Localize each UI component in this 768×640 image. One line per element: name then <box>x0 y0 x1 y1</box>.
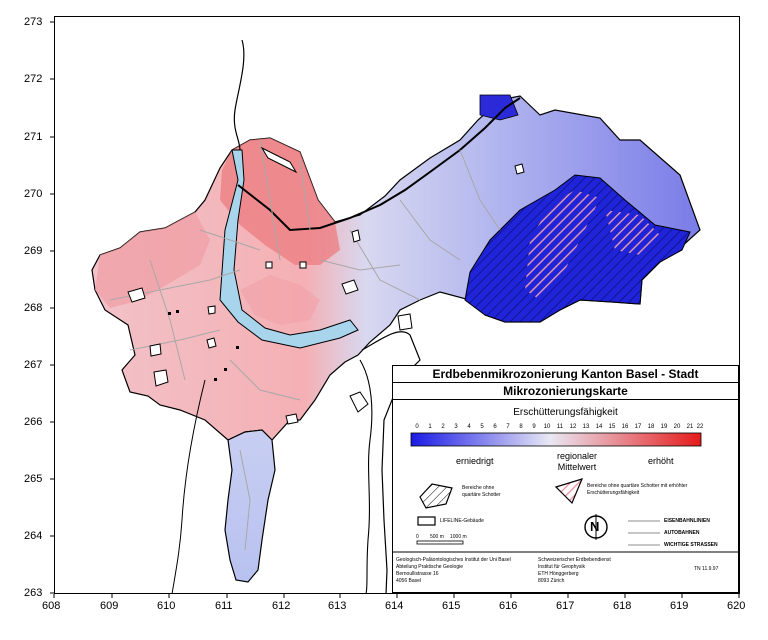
y-tick-label: 273 <box>24 16 43 28</box>
scale-number: 2 <box>441 424 445 430</box>
inst-left-3: Bernoullistrasse 16 <box>396 571 439 577</box>
legend-low-label: erniedrigt <box>456 456 494 466</box>
legend-mid-label-2: Mittelwert <box>557 462 597 472</box>
red-zone-west <box>95 212 210 308</box>
legend-road-3: WICHTIGE STRASSEN <box>664 542 718 548</box>
river-outline-north <box>233 39 245 151</box>
y-tick-label: 271 <box>24 131 43 143</box>
scale-number: 15 <box>608 424 616 430</box>
scale-number: 7 <box>506 424 510 430</box>
scale-label-500: 500 m <box>430 534 444 540</box>
x-tick-label: 608 <box>42 600 61 612</box>
legend-title: Erdbebenmikrozonierung Kanton Basel - St… <box>393 366 738 383</box>
lifeline-buildings <box>127 163 525 425</box>
river-outline-south <box>359 359 373 595</box>
scale-number: 18 <box>647 424 655 430</box>
scale-number: 9 <box>532 424 536 430</box>
lifeline-buildings-filled <box>168 310 239 381</box>
north-arrow-label: N <box>590 519 600 534</box>
scale-number: 6 <box>493 424 497 430</box>
legend-subtitle: Mikrozonierungskarte <box>393 383 738 400</box>
building-north <box>260 146 298 174</box>
inst-right-1: Schweizerischer Erdbebendienst <box>538 557 611 563</box>
doc-ref: TN 11.9.97 <box>694 566 719 572</box>
scale-number: 1 <box>428 424 432 430</box>
scale-number: 13 <box>582 424 590 430</box>
red-zone-north <box>220 138 340 265</box>
x-tick-label: 611 <box>215 600 233 612</box>
x-tick-label: 618 <box>613 600 632 612</box>
legend-hatch-pink-label-2: Erschütterungsfähigkeit <box>587 490 640 496</box>
river-outline-east <box>361 331 421 595</box>
scale-number: 19 <box>660 424 668 430</box>
scale-number: 21 <box>686 424 694 430</box>
y-tick-label: 269 <box>24 245 43 257</box>
x-tick-label: 615 <box>442 600 461 612</box>
hatched-zone-east <box>464 174 691 323</box>
legend-hatch-label-1: Bereiche ohne <box>462 485 495 491</box>
road-network <box>109 139 501 551</box>
inst-right-2: Institut für Geophysik <box>538 564 585 570</box>
scale-number: 11 <box>556 424 564 430</box>
y-tick-label: 268 <box>24 302 43 314</box>
x-tick-label: 619 <box>670 600 689 612</box>
inst-right-3: ETH Hönggerberg <box>538 571 579 577</box>
wiese-river <box>171 379 206 595</box>
south-area <box>224 429 276 583</box>
x-tick-label: 610 <box>157 600 176 612</box>
city-map <box>91 39 701 595</box>
hatched-pink-zone <box>525 190 600 300</box>
scale-label-0: 0 <box>416 534 419 540</box>
legend-hatch-label-2: quartäre Schotter <box>462 492 501 498</box>
scale-title: Erschütterungsfähigkeit <box>513 407 618 418</box>
scale-number: 14 <box>595 424 603 430</box>
legend-hatch-pink-label-1: Bereiche ohne quartäre Schotter mit erhö… <box>587 483 688 489</box>
y-tick-label: 270 <box>24 188 43 200</box>
legend-high-label: erhöht <box>648 456 674 466</box>
y-tick-label: 267 <box>24 359 43 371</box>
x-tick-label: 614 <box>385 600 404 612</box>
inst-left-1: Geologisch-Paläontologisches Institut de… <box>396 557 511 563</box>
y-tick-label: 272 <box>24 73 43 85</box>
scale-number: 12 <box>569 424 577 430</box>
legend-mid-label-1: regionaler <box>556 451 598 461</box>
x-tick-label: 620 <box>727 600 746 612</box>
legend-road-2: AUTOBAHNEN <box>664 530 700 536</box>
scale-number: 16 <box>621 424 629 430</box>
red-zone-center <box>240 275 320 325</box>
legend-lifeline-label: LIFELINE-Gebäude <box>440 518 484 524</box>
scale-number: 10 <box>543 424 551 430</box>
x-tick-label: 617 <box>556 600 575 612</box>
y-tick-label: 264 <box>24 530 43 542</box>
y-tick-label: 265 <box>24 473 43 485</box>
x-tick-label: 612 <box>272 600 291 612</box>
building-east-bank <box>397 313 413 331</box>
scale-number: 20 <box>673 424 681 430</box>
scale-number: 5 <box>480 424 484 430</box>
scale-number: 3 <box>454 424 458 430</box>
scale-label-1000: 1000 m <box>450 534 467 540</box>
scale-number: 0 <box>415 424 419 430</box>
blue-zone-northeast <box>479 94 519 121</box>
x-tick-label: 613 <box>328 600 347 612</box>
river-rhine <box>219 149 359 349</box>
scale-number: 4 <box>467 424 471 430</box>
scale-number: 22 <box>696 424 704 430</box>
hatched-pink-zone-2 <box>605 210 660 255</box>
y-tick-label: 263 <box>24 587 43 599</box>
inst-left-2: Abteilung Praktische Geologie <box>396 564 463 570</box>
legend-road-1: EISENBAHNLINIEN <box>664 518 710 524</box>
y-tick-label: 266 <box>24 416 43 428</box>
inst-left-4: 4056 Basel <box>396 578 422 584</box>
axis-ticks <box>50 21 740 598</box>
scale-number: 17 <box>634 424 642 430</box>
railway-line <box>237 97 521 232</box>
inst-right-4: 8093 Zürich <box>538 578 565 584</box>
x-tick-label: 609 <box>100 600 119 612</box>
scale-number: 8 <box>519 424 523 430</box>
x-tick-label: 616 <box>499 600 518 612</box>
